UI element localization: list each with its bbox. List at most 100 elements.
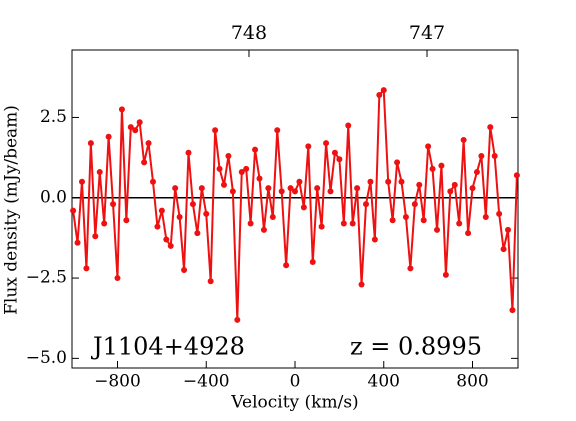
data-point	[465, 230, 472, 237]
data-point	[167, 242, 174, 249]
data-point	[154, 223, 161, 230]
data-point	[260, 226, 267, 233]
data-point	[434, 226, 441, 233]
data-point	[371, 236, 378, 243]
y-tick-label: 2.5	[40, 107, 67, 127]
data-point	[220, 181, 227, 188]
data-point	[509, 307, 516, 314]
data-point	[314, 185, 321, 192]
data-point	[274, 127, 281, 134]
data-point	[141, 159, 148, 166]
data-point	[292, 188, 298, 195]
data-point	[216, 165, 223, 172]
data-point	[185, 149, 192, 156]
data-point	[425, 143, 432, 150]
data-point	[256, 175, 263, 182]
data-point	[398, 178, 405, 185]
data-point	[336, 156, 343, 163]
data-point	[269, 214, 276, 221]
data-point	[203, 210, 210, 217]
data-point	[456, 220, 463, 227]
data-point	[460, 136, 467, 143]
data-point	[265, 185, 272, 192]
data-point	[385, 178, 392, 185]
data-point	[323, 140, 330, 147]
data-point	[394, 159, 401, 166]
data-point	[438, 162, 445, 169]
data-point	[505, 226, 512, 233]
data-point	[389, 217, 396, 224]
redshift: z = 0.8995	[350, 333, 482, 361]
data-point	[345, 122, 352, 129]
data-point	[473, 169, 480, 176]
data-point	[478, 153, 485, 159]
data-point	[158, 207, 165, 214]
data-point	[482, 214, 489, 221]
data-point	[123, 217, 130, 224]
data-point	[212, 127, 219, 134]
data-point	[340, 220, 347, 227]
data-point	[247, 220, 254, 227]
data-point	[283, 262, 290, 269]
data-point	[367, 178, 374, 185]
data-point	[83, 265, 90, 272]
data-point	[354, 185, 361, 192]
data-point	[451, 181, 458, 188]
data-point	[380, 87, 387, 94]
x2-tick-label: 748	[231, 22, 267, 44]
data-point	[136, 119, 143, 126]
data-point	[181, 267, 188, 274]
data-point	[487, 124, 494, 131]
data-point	[101, 220, 108, 227]
data-point	[70, 207, 77, 214]
data-point	[376, 91, 383, 98]
x-tick-label: −800	[94, 372, 141, 392]
data-point	[513, 172, 520, 179]
data-point	[252, 146, 259, 153]
data-point	[407, 265, 414, 272]
data-point	[238, 169, 245, 176]
data-point	[132, 127, 139, 134]
x-axis-label: Velocity (km/s)	[230, 393, 358, 413]
data-point	[114, 275, 121, 282]
x-tick-label: −400	[183, 372, 230, 392]
x-tick-label: 0	[290, 372, 301, 392]
y-axis-label: Flux density (mJy/beam)	[2, 105, 22, 315]
data-point	[402, 214, 409, 221]
data-point	[243, 165, 250, 172]
data-point	[309, 259, 316, 265]
source-name: J1104+4928	[90, 333, 245, 361]
data-point	[87, 140, 94, 147]
data-point	[105, 133, 112, 140]
data-point	[420, 217, 427, 224]
data-point	[234, 316, 241, 323]
data-point	[331, 149, 338, 156]
x-tick-label: 400	[368, 372, 400, 392]
data-point	[318, 223, 325, 230]
data-point	[225, 153, 232, 159]
data-point	[118, 106, 125, 113]
data-point	[145, 140, 152, 147]
data-point	[416, 181, 423, 188]
data-point	[207, 278, 214, 285]
data-point	[110, 201, 117, 208]
data-point	[500, 246, 507, 253]
data-point	[92, 233, 99, 240]
x-tick-label: 800	[456, 372, 488, 392]
data-point	[176, 214, 183, 221]
data-point	[189, 201, 196, 208]
data-point	[96, 169, 103, 176]
data-point	[491, 153, 498, 159]
data-point	[442, 271, 449, 278]
x2-tick-label: 747	[409, 22, 445, 44]
data-point	[278, 188, 285, 195]
data-point	[287, 185, 294, 192]
data-point	[127, 124, 134, 131]
data-point	[363, 201, 370, 208]
data-point	[229, 188, 236, 195]
data-point	[305, 143, 312, 150]
data-point	[198, 185, 205, 192]
data-point	[172, 185, 179, 192]
